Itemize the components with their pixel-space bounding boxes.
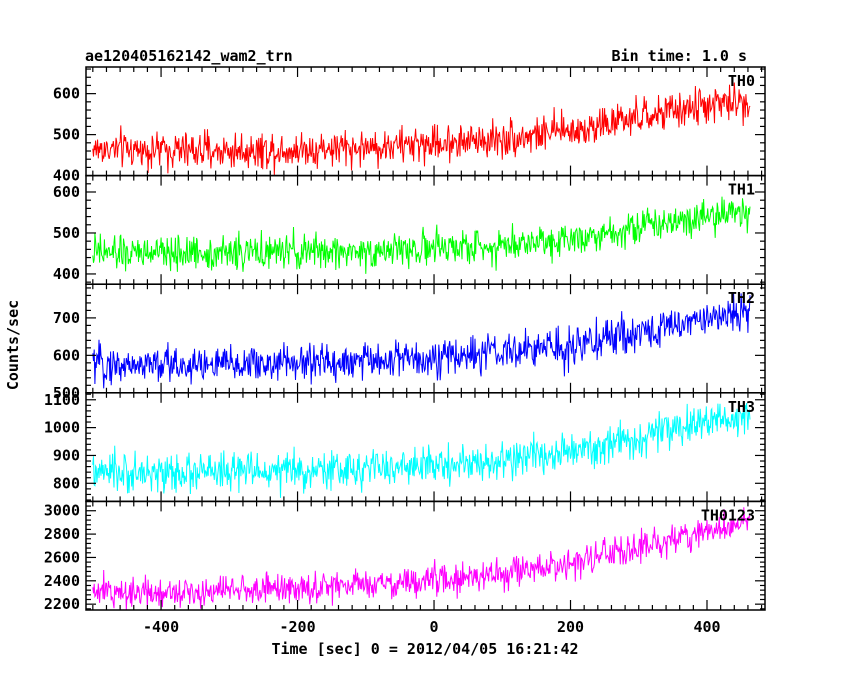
y-tick-label: 400 <box>53 167 80 185</box>
panels-group: TH0 400 500 600 TH1 400 500 600 TH2 500 600 700 TH3 8… <box>44 66 766 613</box>
y-tick-label: 500 <box>53 384 80 402</box>
y-tick-label: 1100 <box>44 391 80 409</box>
y-tick-label: 500 <box>53 126 80 144</box>
y-tick-label: 400 <box>53 265 80 283</box>
series-th3-line <box>92 403 751 498</box>
y-tick-label: 2200 <box>44 595 80 613</box>
bin-time-label: Bin time: 1.0 s <box>612 47 747 65</box>
y-tick-label: 900 <box>53 446 80 464</box>
x-tick-label: 0 <box>430 618 439 636</box>
y-tick-label: 2400 <box>44 572 80 590</box>
chart-title: ae120405162142_wam2_trn <box>85 47 293 65</box>
x-tick-label: -200 <box>279 618 315 636</box>
series-th0-line <box>92 82 751 176</box>
series-th2-line <box>92 292 751 389</box>
panel-frame <box>85 174 766 285</box>
y-tick-label: 600 <box>53 346 80 364</box>
y-tick-label: 3000 <box>44 502 80 520</box>
y-tick-label: 800 <box>53 474 80 492</box>
x-axis: -400 -200 0 200 400 <box>143 618 721 636</box>
panel-th2: TH2 500 600 700 <box>53 283 766 402</box>
panel-frame <box>85 392 766 503</box>
y-tick-label: 600 <box>53 85 80 103</box>
panel-label-th3: TH3 <box>728 398 755 416</box>
panel-label-th0123: TH0123 <box>701 506 755 524</box>
panel-th0123: TH0123 2200 2400 2600 2800 3000 <box>44 500 766 613</box>
y-tick-label: 700 <box>53 309 80 327</box>
y-tick-label: 1000 <box>44 419 80 437</box>
x-tick-label: 400 <box>693 618 720 636</box>
x-tick-label: 200 <box>557 618 584 636</box>
panel-label-th0: TH0 <box>728 72 755 90</box>
panel-frame <box>85 500 766 611</box>
panel-th3: TH3 800 900 1000 1100 <box>44 391 766 503</box>
panel-label-th2: TH2 <box>728 289 755 307</box>
y-axis-label: Counts/sec <box>4 300 22 390</box>
y-tick-label: 500 <box>53 224 80 242</box>
series-th1-line <box>92 196 751 274</box>
panel-th1: TH1 400 500 600 <box>53 174 766 285</box>
panel-frame <box>85 283 766 394</box>
y-tick-label: 2600 <box>44 548 80 566</box>
x-tick-label: -400 <box>143 618 179 636</box>
series-th0123-line <box>92 507 751 610</box>
y-tick-label: 600 <box>53 183 80 201</box>
y-tick-label: 2800 <box>44 525 80 543</box>
x-axis-label: Time [sec] 0 = 2012/04/05 16:21:42 <box>271 640 578 658</box>
panel-label-th1: TH1 <box>728 181 755 199</box>
panel-th0: TH0 400 500 600 <box>53 66 766 185</box>
